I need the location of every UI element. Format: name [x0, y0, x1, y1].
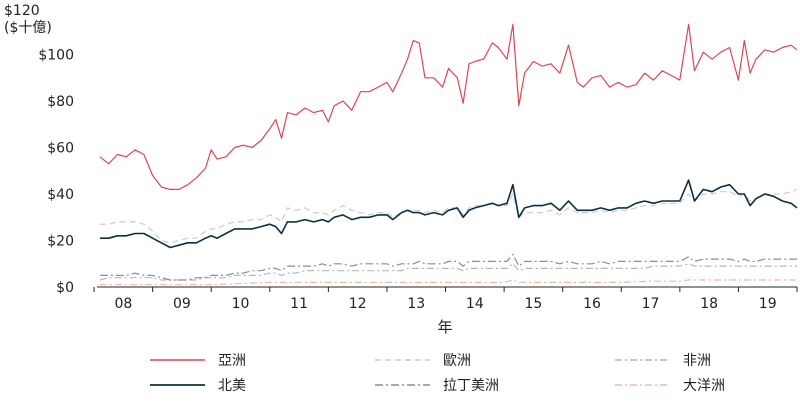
x-axis-ticks: 08 09 10 11 12 13 14 15 16 17 18 19 [93, 287, 798, 312]
y-axis-ticks: $0 $20 $40 $60 $80 $100 [38, 48, 74, 297]
series-line [99, 279, 797, 286]
legend-label: 亞洲 [218, 353, 246, 369]
x-tick-label: 19 [759, 296, 777, 312]
x-tick-label: 09 [173, 296, 191, 312]
legend-label: 歐洲 [443, 353, 471, 369]
x-tick-label: 18 [700, 296, 718, 312]
y-tick-label: $100 [38, 48, 74, 64]
y-unit-label-top: $120 [4, 3, 40, 19]
series-line [99, 23, 798, 190]
x-tick-label: 17 [642, 296, 660, 312]
legend-label: 拉丁美洲 [443, 378, 499, 394]
x-tick-label: 15 [524, 296, 542, 312]
y-tick-label: $80 [47, 94, 74, 110]
legend-label: 非洲 [683, 353, 711, 369]
x-tick-label: 13 [407, 296, 425, 312]
x-tick-label: 12 [349, 296, 367, 312]
legend-label: 大洋洲 [683, 378, 725, 394]
x-tick-label: 14 [466, 296, 484, 312]
series-line [99, 179, 798, 249]
y-tick-label: $40 [47, 187, 74, 203]
x-tick-label: 10 [232, 296, 250, 312]
series-line [99, 253, 797, 281]
y-unit-label-bottom: ($十億) [4, 20, 52, 36]
legend-label: 北美 [218, 378, 246, 394]
x-axis-label: 年 [437, 318, 452, 336]
x-tick-label: 11 [290, 296, 308, 312]
series-line [99, 188, 798, 244]
series-line [99, 263, 797, 281]
series-lines [99, 23, 798, 286]
y-tick-label: $20 [47, 234, 74, 250]
y-tick-label: $60 [47, 141, 74, 157]
x-tick-label: 16 [583, 296, 601, 312]
y-tick-label: $0 [56, 280, 74, 296]
x-tick-label: 08 [114, 296, 132, 312]
